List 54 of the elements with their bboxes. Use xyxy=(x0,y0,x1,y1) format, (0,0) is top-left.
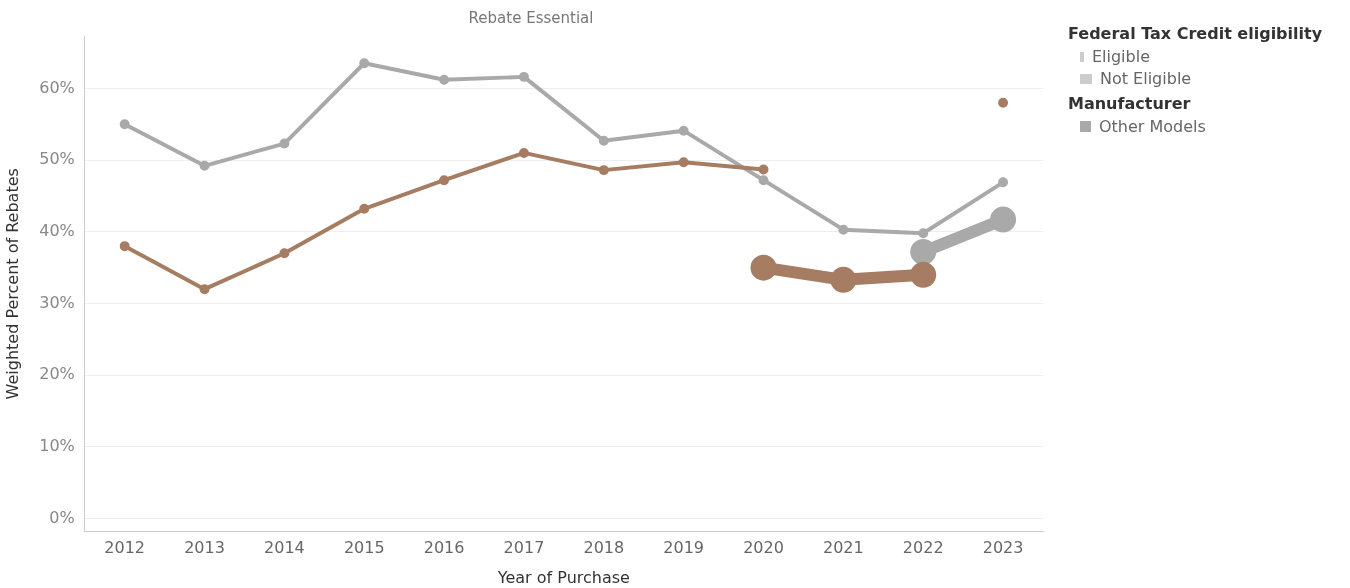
x-tick-label: 2016 xyxy=(423,538,465,558)
chart-title: Rebate Essential xyxy=(468,8,594,27)
point xyxy=(119,241,130,252)
text: Eligible xyxy=(1091,47,1150,66)
legend-title: Federal Tax Credit eligibility xyxy=(1068,24,1324,43)
y-tick-label: 60% xyxy=(39,77,75,97)
text: Manufacturer xyxy=(1068,94,1192,113)
text: Not Eligible xyxy=(1100,69,1192,88)
x-tick-label: 2013 xyxy=(184,538,225,558)
y-tick-label: 50% xyxy=(39,149,75,169)
x-tick-label: 2022 xyxy=(902,538,944,558)
y-tick-label: 40% xyxy=(39,220,75,240)
x-tick-label: 2012 xyxy=(104,538,146,558)
point xyxy=(359,58,370,69)
point xyxy=(678,125,689,136)
y-tick-label: 30% xyxy=(39,292,75,312)
point xyxy=(910,261,937,288)
point xyxy=(910,238,937,265)
x-tick-label: 2018 xyxy=(583,538,625,558)
point xyxy=(758,164,769,175)
legend-label: Other Models xyxy=(1099,117,1206,136)
point xyxy=(598,135,609,146)
point xyxy=(838,224,849,235)
x-tick-label: 2014 xyxy=(264,538,305,558)
point xyxy=(678,157,689,168)
point xyxy=(518,71,529,82)
x-axis-title: Year of Purchase xyxy=(496,567,630,587)
x-tick-label: 2019 xyxy=(663,538,705,558)
x-tick-label: 2015 xyxy=(343,538,385,558)
point xyxy=(998,97,1009,108)
point xyxy=(830,266,857,293)
point xyxy=(918,228,929,239)
y-tick-label: 10% xyxy=(39,436,75,456)
y-axis-title: Weighted Percent of Rebates xyxy=(2,168,22,400)
point xyxy=(199,160,210,171)
x-tick-label: 2023 xyxy=(982,538,1024,558)
point xyxy=(359,203,370,214)
point xyxy=(518,147,529,158)
point xyxy=(998,177,1009,188)
point xyxy=(279,138,290,149)
point xyxy=(119,119,130,130)
point xyxy=(598,165,609,176)
point xyxy=(199,284,210,295)
y-tick-label: 20% xyxy=(39,364,75,384)
x-tick-label: 2017 xyxy=(503,538,545,558)
y-tick-label: 0% xyxy=(49,507,75,527)
point xyxy=(439,175,450,186)
point xyxy=(750,254,777,281)
x-tick-label: 2020 xyxy=(743,538,784,558)
point xyxy=(439,74,450,85)
point xyxy=(279,248,290,259)
point xyxy=(758,175,769,186)
point xyxy=(990,206,1017,233)
x-tick-label: 2021 xyxy=(823,538,864,558)
